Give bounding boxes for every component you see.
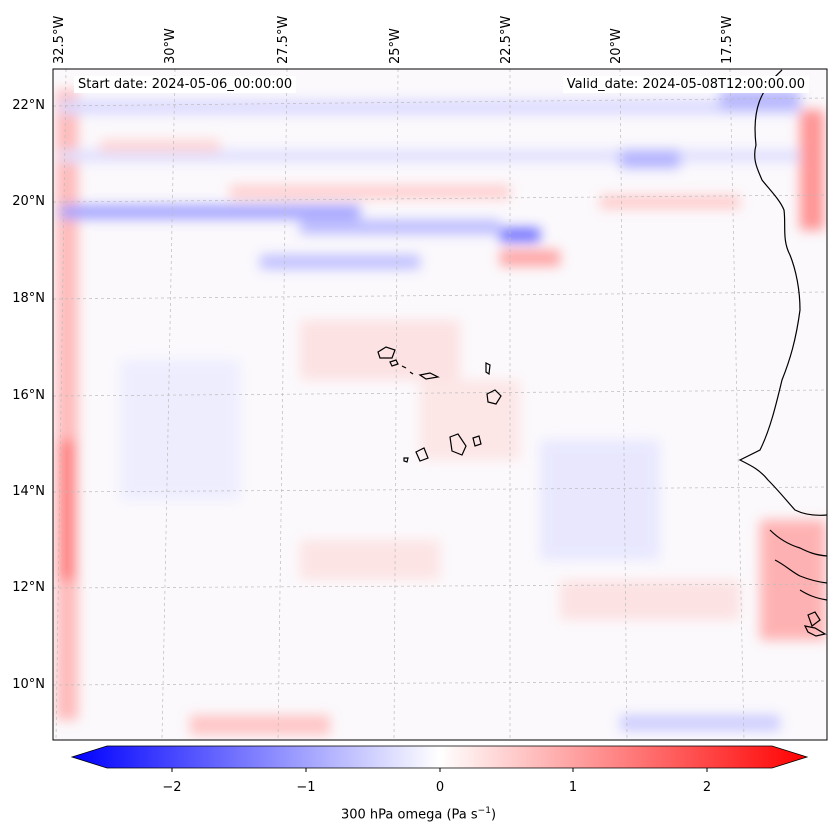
colorbar-tick-label: 1 xyxy=(568,780,578,795)
start-date-label: Start date: 2024-05-06_00:00:00 xyxy=(74,76,297,93)
valid-date-label: Valid_date: 2024-05-08T12:00:00.00 xyxy=(562,76,809,93)
colorbar-tick-label: −1 xyxy=(296,780,316,795)
lon-label-22-5w: 22.5°W xyxy=(499,15,514,64)
lon-label-25w: 25°W xyxy=(388,28,403,64)
lat-label-10n: 10°N xyxy=(12,677,45,692)
lon-label-20w: 20°W xyxy=(609,28,624,64)
colorbar xyxy=(70,745,809,772)
lon-label-27-5w: 27.5°W xyxy=(276,15,291,64)
colorbar-tick-label: −2 xyxy=(162,780,182,795)
lon-label-17-5w: 17.5°W xyxy=(720,15,735,64)
lon-label-32-5w: 32.5°W xyxy=(52,15,67,64)
colorbar-title: 300 hPa omega (Pa s−1) xyxy=(340,806,497,823)
graticule xyxy=(53,69,827,740)
colorbar-tick-label: 0 xyxy=(435,780,445,795)
colorbar-tick-label: 2 xyxy=(702,780,712,795)
lat-label-16n: 16°N xyxy=(12,388,45,403)
lon-label-30w: 30°W xyxy=(163,28,178,64)
lat-label-12n: 12°N xyxy=(12,580,45,595)
lat-label-14n: 14°N xyxy=(12,484,45,499)
lat-label-22n: 22°N xyxy=(12,98,45,113)
map-frame xyxy=(52,68,828,741)
coastline xyxy=(377,69,827,637)
omega-field xyxy=(53,69,827,740)
lat-label-18n: 18°N xyxy=(12,291,45,306)
lat-label-20n: 20°N xyxy=(12,194,45,209)
